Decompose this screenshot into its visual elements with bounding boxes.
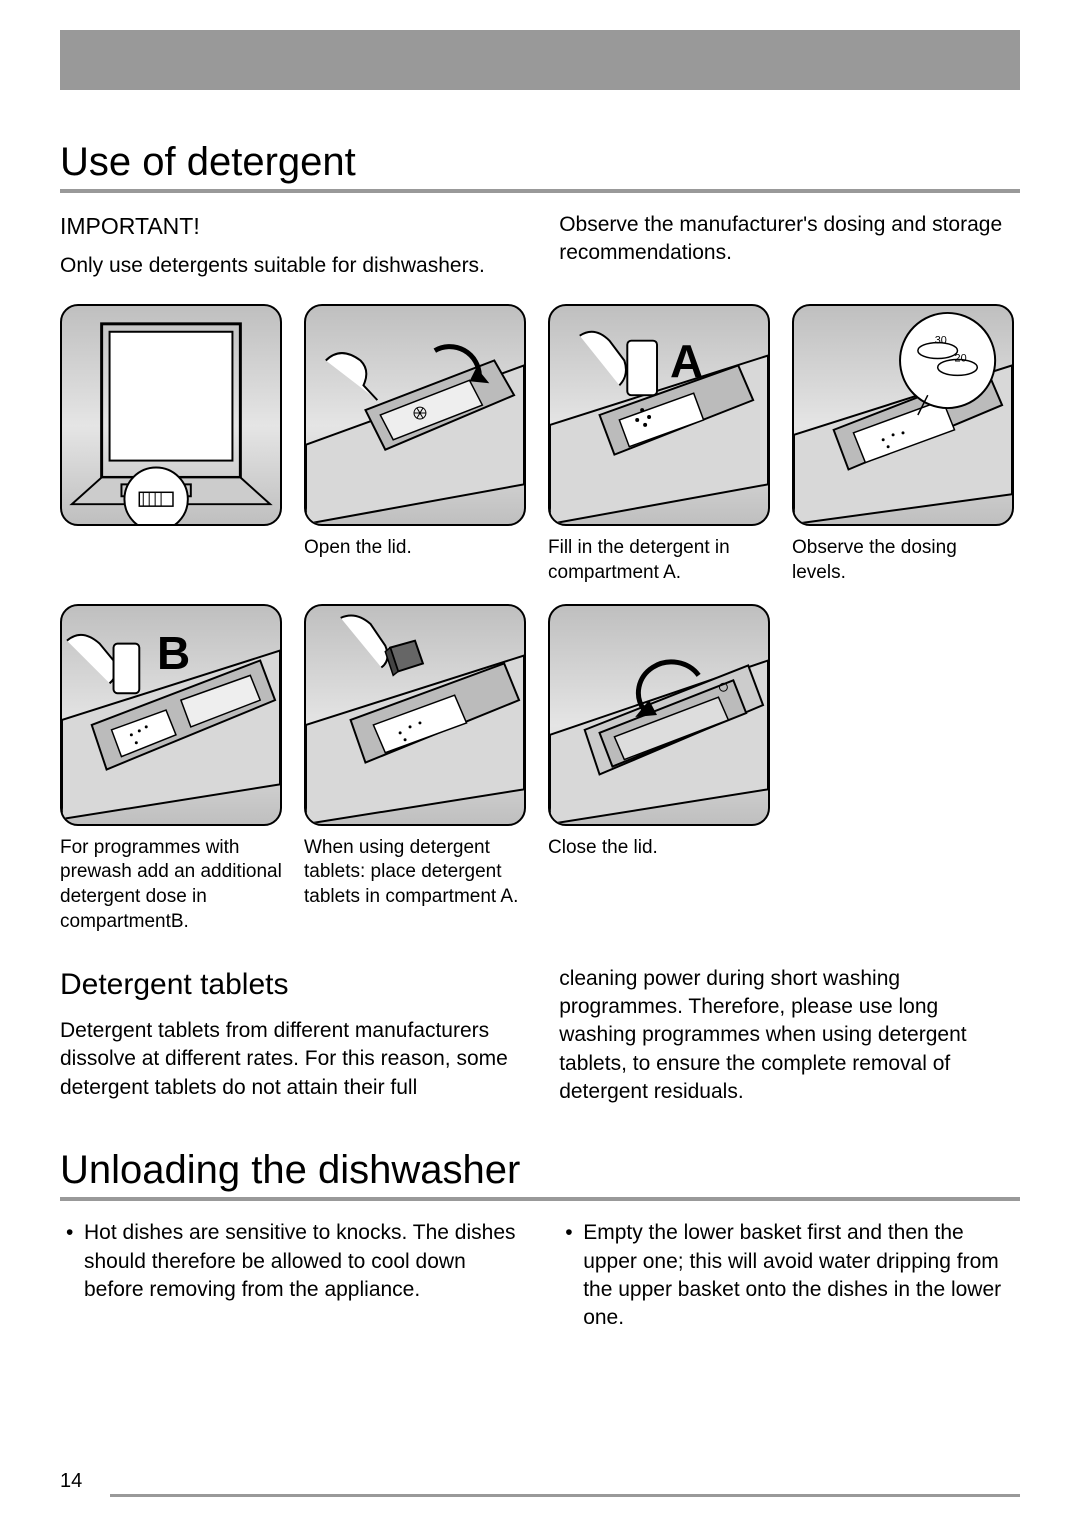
- figure-open-lid: [304, 304, 526, 526]
- tablets-left-text: Detergent tablets from different manufac…: [60, 1017, 521, 1102]
- footer-rule: [110, 1494, 1020, 1497]
- svg-text:30: 30: [935, 335, 947, 347]
- intro-left: IMPORTANT! Only use detergents suitable …: [60, 211, 521, 280]
- figure-caption: Open the lid.: [304, 536, 526, 561]
- tablets-left: Detergent tablets Detergent tablets from…: [60, 965, 521, 1107]
- figure-tablet: [304, 604, 526, 826]
- figure-fill-a: A: [548, 304, 770, 526]
- figure-cell: [60, 304, 282, 585]
- intro-right: Observe the manufacturer's dosing and st…: [559, 211, 1020, 280]
- intro-left-text: Only use detergents suitable for dishwas…: [60, 252, 521, 280]
- page-content: Use of detergent IMPORTANT! Only use det…: [60, 140, 1020, 1333]
- intro-row: IMPORTANT! Only use detergents suitable …: [60, 211, 1020, 280]
- subsection-title-tablets: Detergent tablets: [60, 965, 521, 1006]
- figure-caption: When using detergent tablets: place dete…: [304, 836, 526, 910]
- unload-right-bullet: Empty the lower basket first and then th…: [559, 1219, 1020, 1332]
- figure-caption: For programmes with prewash add an addit…: [60, 836, 282, 935]
- svg-text:20: 20: [955, 353, 967, 365]
- letter-b: B: [157, 626, 190, 680]
- letter-a: A: [670, 334, 703, 388]
- figure-dishwasher: [60, 304, 282, 526]
- figure-dosing: 30 20: [792, 304, 1014, 526]
- section-title-detergent: Use of detergent: [60, 140, 1020, 193]
- unload-right: Empty the lower basket first and then th…: [559, 1219, 1020, 1332]
- figure-caption: Fill in the detergent in compartment A.: [548, 536, 770, 585]
- figure-cell: B For programmes with prewash add an add…: [60, 604, 282, 935]
- figure-close-lid: [548, 604, 770, 826]
- intro-right-text: Observe the manufacturer's dosing and st…: [559, 211, 1020, 268]
- section-title-unloading: Unloading the dishwasher: [60, 1148, 1020, 1201]
- tablets-row: Detergent tablets Detergent tablets from…: [60, 965, 1020, 1107]
- unload-left: Hot dishes are sensitive to knocks. The …: [60, 1219, 521, 1332]
- tablets-right: cleaning power during short washing prog…: [559, 965, 1020, 1107]
- page-number: 14: [60, 1470, 82, 1493]
- unload-row: Hot dishes are sensitive to knocks. The …: [60, 1219, 1020, 1332]
- figure-cell: Open the lid.: [304, 304, 526, 585]
- figure-cell: Close the lid.: [548, 604, 770, 935]
- figure-fill-b: B: [60, 604, 282, 826]
- figure-caption: Close the lid.: [548, 836, 770, 861]
- tablets-right-text: cleaning power during short washing prog…: [559, 965, 1020, 1107]
- figure-cell: When using detergent tablets: place dete…: [304, 604, 526, 935]
- figure-caption: Observe the dosing levels.: [792, 536, 1014, 585]
- important-label: IMPORTANT!: [60, 211, 521, 242]
- header-bar: [60, 30, 1020, 90]
- figure-cell: 30 20 Observe the dosing levels.: [792, 304, 1014, 585]
- figure-cell: A Fill in the detergent in compartment A…: [548, 304, 770, 585]
- unload-left-bullet: Hot dishes are sensitive to knocks. The …: [60, 1219, 521, 1304]
- figure-grid: Open the lid. A Fill in the detergent in…: [60, 304, 1020, 934]
